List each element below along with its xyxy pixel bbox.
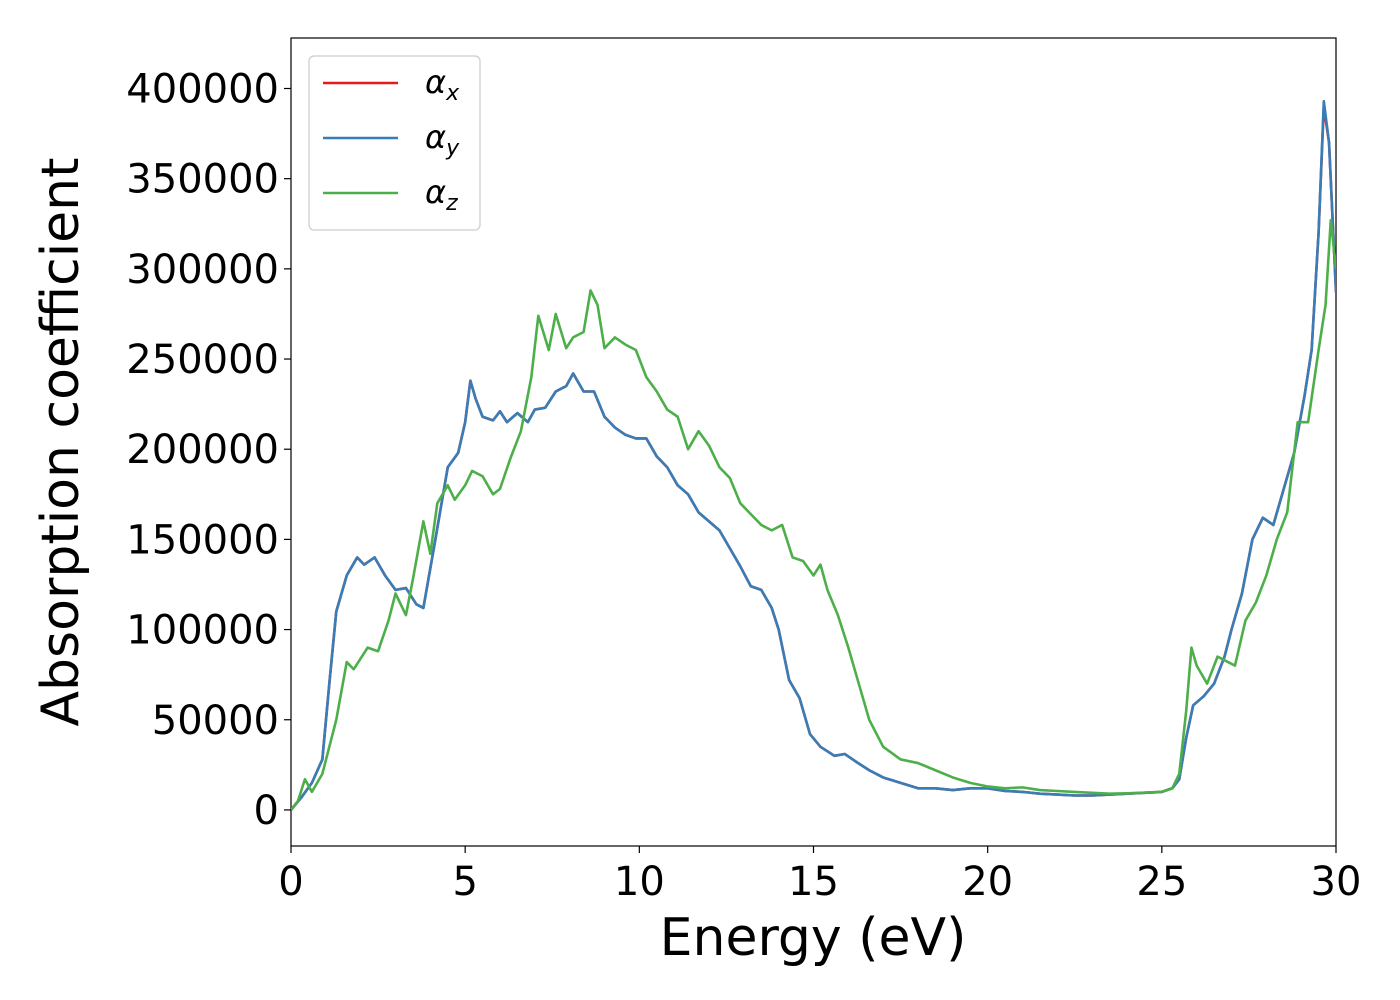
x-tick-label: 10 xyxy=(614,859,665,905)
legend-label-z: αz xyxy=(425,173,458,216)
y-tick-label: 200000 xyxy=(126,427,279,473)
series-line-y xyxy=(291,99,1336,811)
series-line-z xyxy=(291,218,1336,811)
y-tick-label: 300000 xyxy=(126,247,279,293)
x-tick-label: 25 xyxy=(1136,859,1187,905)
x-tick-label: 20 xyxy=(962,859,1013,905)
y-tick-label: 250000 xyxy=(126,337,279,383)
legend: αx αy αz xyxy=(308,55,481,231)
y-axis-ticks: 0 50000 100000 150000 200000 250000 300000 3500… xyxy=(126,67,291,834)
legend-box xyxy=(308,55,481,231)
x-axis-ticks: 0 5 10 15 20 25 30 xyxy=(278,846,1361,905)
y-axis-label: Absorption coefficient xyxy=(31,157,91,726)
y-tick-label: 400000 xyxy=(126,67,279,113)
series-layer xyxy=(291,99,1336,811)
legend-label-x: αx xyxy=(425,63,460,106)
y-tick-label: 350000 xyxy=(126,157,279,203)
x-axis-label: Energy (eV) xyxy=(660,908,967,968)
legend-label-y: αy xyxy=(425,118,460,161)
x-tick-label: 30 xyxy=(1311,859,1362,905)
y-tick-label: 50000 xyxy=(152,698,279,744)
x-tick-label: 5 xyxy=(452,859,477,905)
y-tick-label: 0 xyxy=(254,788,279,834)
x-tick-label: 0 xyxy=(278,859,303,905)
y-tick-label: 150000 xyxy=(126,517,279,563)
x-tick-label: 15 xyxy=(788,859,839,905)
y-tick-label: 100000 xyxy=(126,608,279,654)
